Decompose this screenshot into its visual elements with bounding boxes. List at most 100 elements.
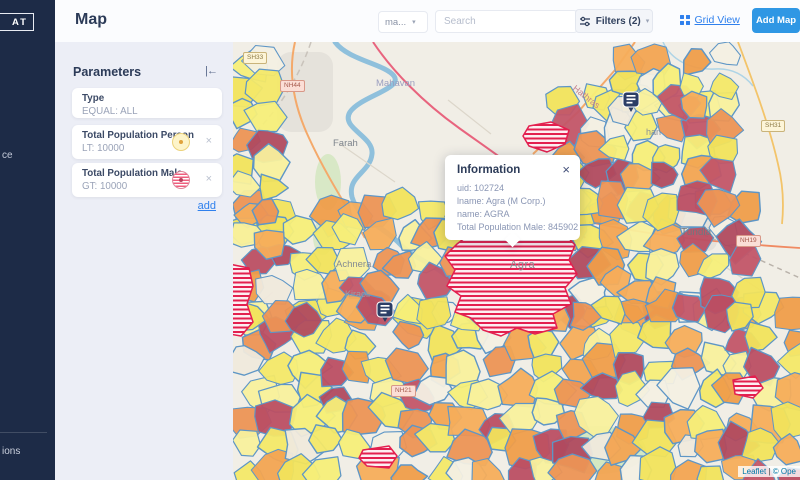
- sidebar-divider: [0, 432, 47, 433]
- choropleth-cell[interactable]: [682, 48, 712, 77]
- choropleth-cell[interactable]: [282, 215, 318, 245]
- remove-parameter-icon[interactable]: ×: [205, 135, 212, 147]
- collapse-panel-icon[interactable]: |←: [205, 65, 218, 77]
- striped-circle-icon: [172, 171, 190, 189]
- map-type-dropdown[interactable]: ma... ▾: [378, 11, 428, 33]
- choropleth-cell[interactable]: [696, 188, 741, 228]
- map-layers[interactable]: [233, 42, 800, 480]
- parameter-card-type[interactable]: Type EQUAL: ALL: [72, 88, 222, 118]
- choropleth-cell[interactable]: [331, 213, 364, 246]
- hatched-region-small: [233, 264, 254, 337]
- choropleth-cell[interactable]: [650, 161, 679, 189]
- choropleth-cell[interactable]: [416, 296, 452, 330]
- choropleth-cell[interactable]: [731, 276, 766, 309]
- app-logo[interactable]: AT: [0, 13, 34, 31]
- road-badge-nh21: NH21: [391, 385, 416, 397]
- choropleth-cells[interactable]: [233, 42, 800, 480]
- search-input[interactable]: [444, 16, 576, 27]
- sidebar-item-partial-top[interactable]: ce: [2, 150, 13, 161]
- choropleth-cell[interactable]: [680, 90, 708, 119]
- choropleth-cell[interactable]: [233, 344, 265, 376]
- choropleth-cell[interactable]: [725, 301, 754, 332]
- choropleth-cell[interactable]: [656, 367, 701, 410]
- choropleth-cell[interactable]: [708, 42, 742, 66]
- choropleth-cell[interactable]: [284, 301, 323, 338]
- attribution-separator: |: [766, 467, 773, 476]
- choropleth-cell[interactable]: [579, 372, 624, 400]
- choropleth-cell[interactable]: [547, 453, 598, 480]
- map-type-dropdown-value: ma...: [385, 16, 407, 28]
- map-canvas[interactable]: Mahavan Farah Hathras han Tundla Achnera…: [233, 42, 800, 480]
- sidebar-item-partial-bottom[interactable]: ions: [2, 446, 21, 457]
- map-marker-icon[interactable]: [376, 301, 394, 322]
- choropleth-cell[interactable]: [676, 226, 715, 253]
- choropleth-cell[interactable]: [669, 459, 708, 480]
- choropleth-cell[interactable]: [381, 250, 417, 279]
- choropleth-cell[interactable]: [233, 429, 262, 457]
- choropleth-cell[interactable]: [609, 322, 648, 358]
- choropleth-cell[interactable]: [233, 170, 262, 198]
- choropleth-cell[interactable]: [772, 433, 800, 466]
- leaflet-link[interactable]: Leaflet: [742, 467, 767, 476]
- parameter-condition: LT: 10000: [82, 143, 125, 154]
- choropleth-cell[interactable]: [390, 464, 429, 480]
- choropleth-cell[interactable]: [243, 100, 288, 133]
- choropleth-cell[interactable]: [392, 293, 423, 325]
- choropleth-cell[interactable]: [642, 218, 686, 257]
- choropleth-cell[interactable]: [251, 198, 280, 226]
- choropleth-cell[interactable]: [412, 375, 453, 406]
- add-map-button[interactable]: Add Map: [752, 8, 800, 33]
- choropleth-cell[interactable]: [253, 229, 286, 260]
- popup-total-population-male: Total Population Male: 845902: [457, 222, 579, 232]
- choropleth-cell[interactable]: [392, 320, 425, 350]
- choropleth-cell[interactable]: [774, 296, 800, 331]
- chevron-down-icon: ▾: [645, 18, 650, 25]
- choropleth-cell[interactable]: [744, 321, 778, 352]
- parameter-card-population-male[interactable]: Total Population Male GT: 10000 ×: [72, 163, 222, 197]
- choropleth-cell[interactable]: [696, 465, 725, 480]
- map-markers[interactable]: [376, 91, 640, 322]
- choropleth-cell[interactable]: [642, 192, 680, 232]
- yellow-circle-icon: [172, 133, 190, 151]
- hatched-region-small: [732, 375, 764, 399]
- choropleth-cell[interactable]: [671, 292, 707, 323]
- choropleth-cell[interactable]: [694, 428, 728, 464]
- choropleth-cell[interactable]: [292, 268, 329, 301]
- choropleth-cell[interactable]: [381, 186, 420, 221]
- grid-view-link[interactable]: Grid View: [680, 14, 740, 26]
- hatched-region-small: [522, 121, 570, 153]
- grid-view-label: Grid View: [694, 14, 740, 26]
- choropleth-cell[interactable]: [590, 295, 627, 325]
- road-badge-nh44: NH44: [280, 80, 305, 92]
- information-popup: Information × uid: 102724 lname: Agra (M…: [445, 155, 580, 240]
- road-badge-sh31: SH31: [761, 120, 786, 132]
- choropleth-cell[interactable]: [645, 247, 680, 286]
- filters-button[interactable]: Filters (2) ▾: [575, 9, 653, 33]
- choropleth-cell[interactable]: [307, 424, 343, 454]
- parameters-title: Parameters: [73, 65, 142, 79]
- close-icon[interactable]: ×: [562, 162, 570, 177]
- choropleth-cell[interactable]: [741, 427, 780, 463]
- choropleth-cell[interactable]: [774, 371, 800, 413]
- popup-uid: uid: 102724: [457, 183, 505, 193]
- remove-parameter-icon[interactable]: ×: [205, 173, 212, 185]
- choropleth-cell[interactable]: [259, 173, 289, 201]
- add-parameter-link[interactable]: add: [197, 200, 216, 212]
- choropleth-cell[interactable]: [593, 461, 623, 480]
- choropleth-cell[interactable]: [699, 157, 737, 193]
- choropleth-cell[interactable]: [638, 446, 677, 480]
- choropleth-cell[interactable]: [301, 456, 342, 480]
- choropleth-cell[interactable]: [709, 72, 740, 101]
- parameter-card-population-person[interactable]: Total Population Person LT: 10000 ×: [72, 125, 222, 159]
- choropleth-cell[interactable]: [233, 97, 258, 130]
- choropleth-cell[interactable]: [341, 350, 372, 384]
- filter-sliders-icon: [579, 16, 590, 26]
- choropleth-cell[interactable]: [471, 457, 506, 480]
- map-marker-icon[interactable]: [622, 91, 640, 112]
- choropleth-cell[interactable]: [696, 253, 730, 280]
- popup-name: name: AGRA: [457, 209, 510, 219]
- search-box[interactable]: [435, 10, 578, 33]
- grid-icon: [680, 15, 690, 25]
- osm-link-partial[interactable]: © Ope: [772, 467, 796, 476]
- choropleth-cell[interactable]: [776, 343, 800, 380]
